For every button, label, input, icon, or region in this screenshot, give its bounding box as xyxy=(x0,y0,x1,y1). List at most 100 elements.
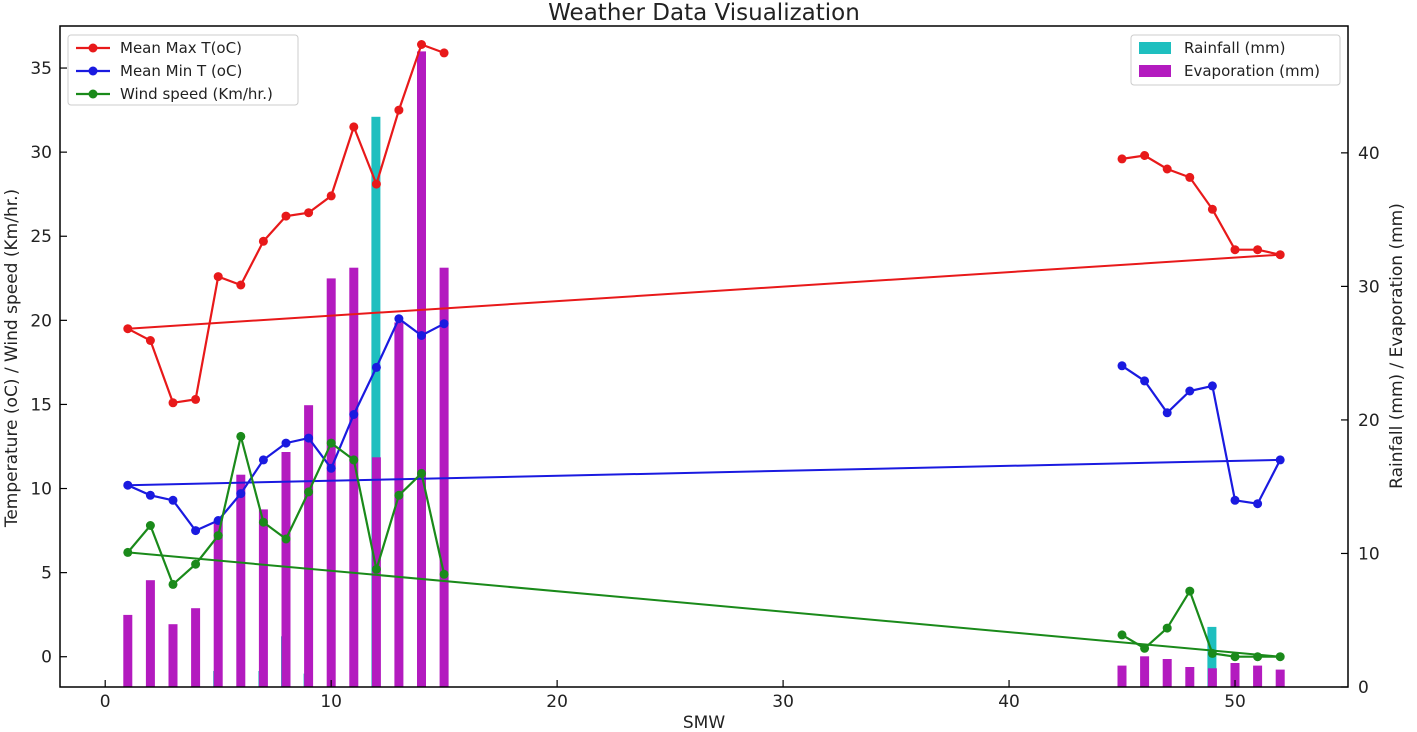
max-temp-point xyxy=(1117,154,1127,164)
wind-speed-point xyxy=(349,455,359,465)
min-temp-point xyxy=(236,489,246,499)
wind-speed-point xyxy=(236,431,246,441)
min-temp-point xyxy=(1117,361,1127,371)
min-temp-point xyxy=(1253,499,1263,509)
evaporation-bar xyxy=(145,580,155,687)
x-axis-label: SMW xyxy=(683,713,725,732)
min-temp-point xyxy=(191,526,201,536)
max-temp-point xyxy=(213,272,223,282)
min-temp-point xyxy=(417,331,426,340)
wind-speed-point xyxy=(1185,586,1195,596)
wind-speed-point xyxy=(1207,648,1217,658)
wind-speed-point xyxy=(371,564,381,574)
evaporation-bar xyxy=(168,624,178,687)
max-temp-point xyxy=(439,48,449,58)
series-lines-layer xyxy=(123,40,1285,662)
y-left-tick-label: 35 xyxy=(30,59,52,79)
wind-speed-point xyxy=(123,547,133,557)
wind-speed-point xyxy=(258,517,268,527)
max-temp-point xyxy=(1275,250,1285,260)
x-tick-label: 30 xyxy=(772,692,794,712)
evaporation-bar xyxy=(1253,665,1263,687)
y-left-tick-label: 15 xyxy=(30,395,52,415)
min-temp-line-segment-1 xyxy=(1121,364,1282,505)
min-temp-point xyxy=(1230,495,1240,505)
min-temp-point xyxy=(1140,376,1150,386)
wind-speed-point xyxy=(145,521,155,530)
evaporation-bar xyxy=(1185,667,1195,687)
max-temp-point xyxy=(1140,151,1150,160)
max-temp-point xyxy=(1185,172,1195,182)
wind-speed-point xyxy=(394,490,404,500)
min-temp-point xyxy=(123,480,133,490)
max-temp-point xyxy=(326,191,336,201)
legend-swatch-evaporation xyxy=(1139,65,1171,77)
evaporation-bar xyxy=(213,520,223,687)
min-temp-point xyxy=(371,362,381,372)
legend-marker-min-temp xyxy=(88,66,98,76)
legend-right-box xyxy=(1130,34,1341,86)
evaporation-bar xyxy=(1117,665,1127,687)
max-temp-point xyxy=(236,280,246,290)
y-left-tick-label: 10 xyxy=(30,480,52,500)
trend-line-2 xyxy=(127,551,1281,658)
y-left-tick-label: 5 xyxy=(41,564,52,584)
max-temp-point xyxy=(191,394,201,404)
y-right-tick-label: 0 xyxy=(1358,678,1369,698)
evaporation-bar xyxy=(191,608,201,687)
max-temp-point xyxy=(258,236,268,246)
trend-line-0 xyxy=(127,253,1281,330)
x-tick-label: 0 xyxy=(100,692,111,712)
x-tick-label: 20 xyxy=(546,692,568,712)
wind-speed-point xyxy=(168,579,178,589)
evaporation-bar xyxy=(236,474,246,687)
min-temp-point xyxy=(304,433,314,443)
max-temp-point xyxy=(123,324,133,334)
y-right-tick-label: 10 xyxy=(1358,544,1380,564)
legend-marker-max-temp xyxy=(88,43,98,53)
legend-label-min-temp: Mean Min T (oC) xyxy=(120,62,242,80)
wind-speed-point xyxy=(1162,623,1172,633)
wind-speed-point xyxy=(1275,652,1285,662)
legend-left-box xyxy=(67,34,299,106)
evaporation-bar xyxy=(304,405,314,687)
evaporation-bar xyxy=(326,278,336,687)
x-tick-label: 40 xyxy=(998,692,1020,712)
max-temp-point xyxy=(417,40,426,49)
y-right-tick-label: 40 xyxy=(1358,144,1380,164)
bars-layer xyxy=(123,51,1285,688)
wind-speed-point xyxy=(417,468,426,478)
rainfall-bar xyxy=(371,116,381,688)
legend-right: Rainfall (mm) Evaporation (mm) xyxy=(1130,34,1341,86)
wind-speed-point xyxy=(439,569,449,579)
wind-speed-point xyxy=(1140,643,1150,653)
evaporation-bar xyxy=(281,452,291,687)
max-temp-point xyxy=(1207,204,1217,214)
axes-layer: 0 10 20 30 40 50 0 5 10 15 20 25 30 35 0 10 20 30 40 xyxy=(30,59,1379,712)
x-tick-label: 10 xyxy=(320,692,342,712)
min-temp-point xyxy=(1185,386,1195,396)
evaporation-bar xyxy=(349,267,359,687)
max-temp-point xyxy=(1230,245,1240,255)
wind-speed-point xyxy=(213,531,223,541)
legend-label-max-temp: Mean Max T(oC) xyxy=(120,39,242,57)
y-left-tick-label: 20 xyxy=(30,311,52,331)
wind-speed-point xyxy=(1230,652,1240,662)
max-temp-point xyxy=(1253,245,1263,255)
min-temp-point xyxy=(349,410,359,419)
max-temp-point xyxy=(349,122,359,132)
wind-speed-point xyxy=(1117,630,1127,640)
min-temp-point xyxy=(1275,455,1285,465)
evaporation-bar xyxy=(394,322,404,687)
wind-speed-point xyxy=(326,438,336,448)
legend-label-evaporation: Evaporation (mm) xyxy=(1184,62,1320,80)
min-temp-point xyxy=(1162,408,1172,418)
wind-speed-point xyxy=(191,559,201,569)
evaporation-bar xyxy=(258,509,268,687)
max-temp-point xyxy=(145,336,155,345)
y-right-tick-label: 30 xyxy=(1358,277,1380,297)
wind-speed-point xyxy=(281,534,291,544)
y-right-tick-label: 20 xyxy=(1358,411,1380,431)
evaporation-bar xyxy=(1162,659,1172,687)
